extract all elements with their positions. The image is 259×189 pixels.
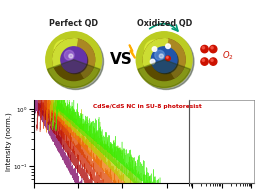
Circle shape (211, 59, 213, 61)
Circle shape (211, 46, 213, 49)
Circle shape (136, 32, 192, 88)
Circle shape (150, 59, 155, 64)
Text: Oxidized QD: Oxidized QD (136, 19, 192, 28)
Wedge shape (53, 39, 77, 67)
Circle shape (46, 32, 102, 88)
Text: VS: VS (110, 52, 132, 67)
Circle shape (138, 34, 194, 89)
Circle shape (166, 56, 170, 61)
Circle shape (62, 48, 88, 74)
Circle shape (210, 58, 217, 65)
Circle shape (54, 40, 74, 60)
Wedge shape (143, 39, 168, 67)
Circle shape (167, 57, 168, 58)
Circle shape (166, 44, 170, 49)
Circle shape (159, 54, 163, 58)
Text: Perfect QD: Perfect QD (49, 19, 98, 28)
Circle shape (53, 39, 95, 81)
Circle shape (202, 46, 205, 49)
Circle shape (143, 39, 185, 81)
Circle shape (145, 40, 164, 60)
Circle shape (64, 50, 74, 60)
Polygon shape (130, 45, 135, 58)
Circle shape (152, 47, 157, 51)
Circle shape (48, 34, 104, 89)
Wedge shape (47, 60, 100, 88)
Circle shape (210, 45, 217, 53)
Y-axis label: Intensity (norm.): Intensity (norm.) (5, 112, 12, 171)
Circle shape (202, 59, 205, 61)
Wedge shape (74, 39, 95, 78)
Circle shape (153, 48, 178, 74)
Circle shape (155, 50, 164, 60)
Circle shape (151, 47, 177, 73)
Circle shape (69, 54, 73, 58)
Wedge shape (164, 39, 185, 78)
Circle shape (201, 45, 208, 53)
Circle shape (201, 58, 208, 65)
Circle shape (61, 47, 87, 73)
Wedge shape (138, 60, 190, 88)
Text: $O_2$: $O_2$ (222, 49, 234, 62)
Text: CdSe/CdS NC in SU-8 photoresist: CdSe/CdS NC in SU-8 photoresist (93, 104, 202, 109)
